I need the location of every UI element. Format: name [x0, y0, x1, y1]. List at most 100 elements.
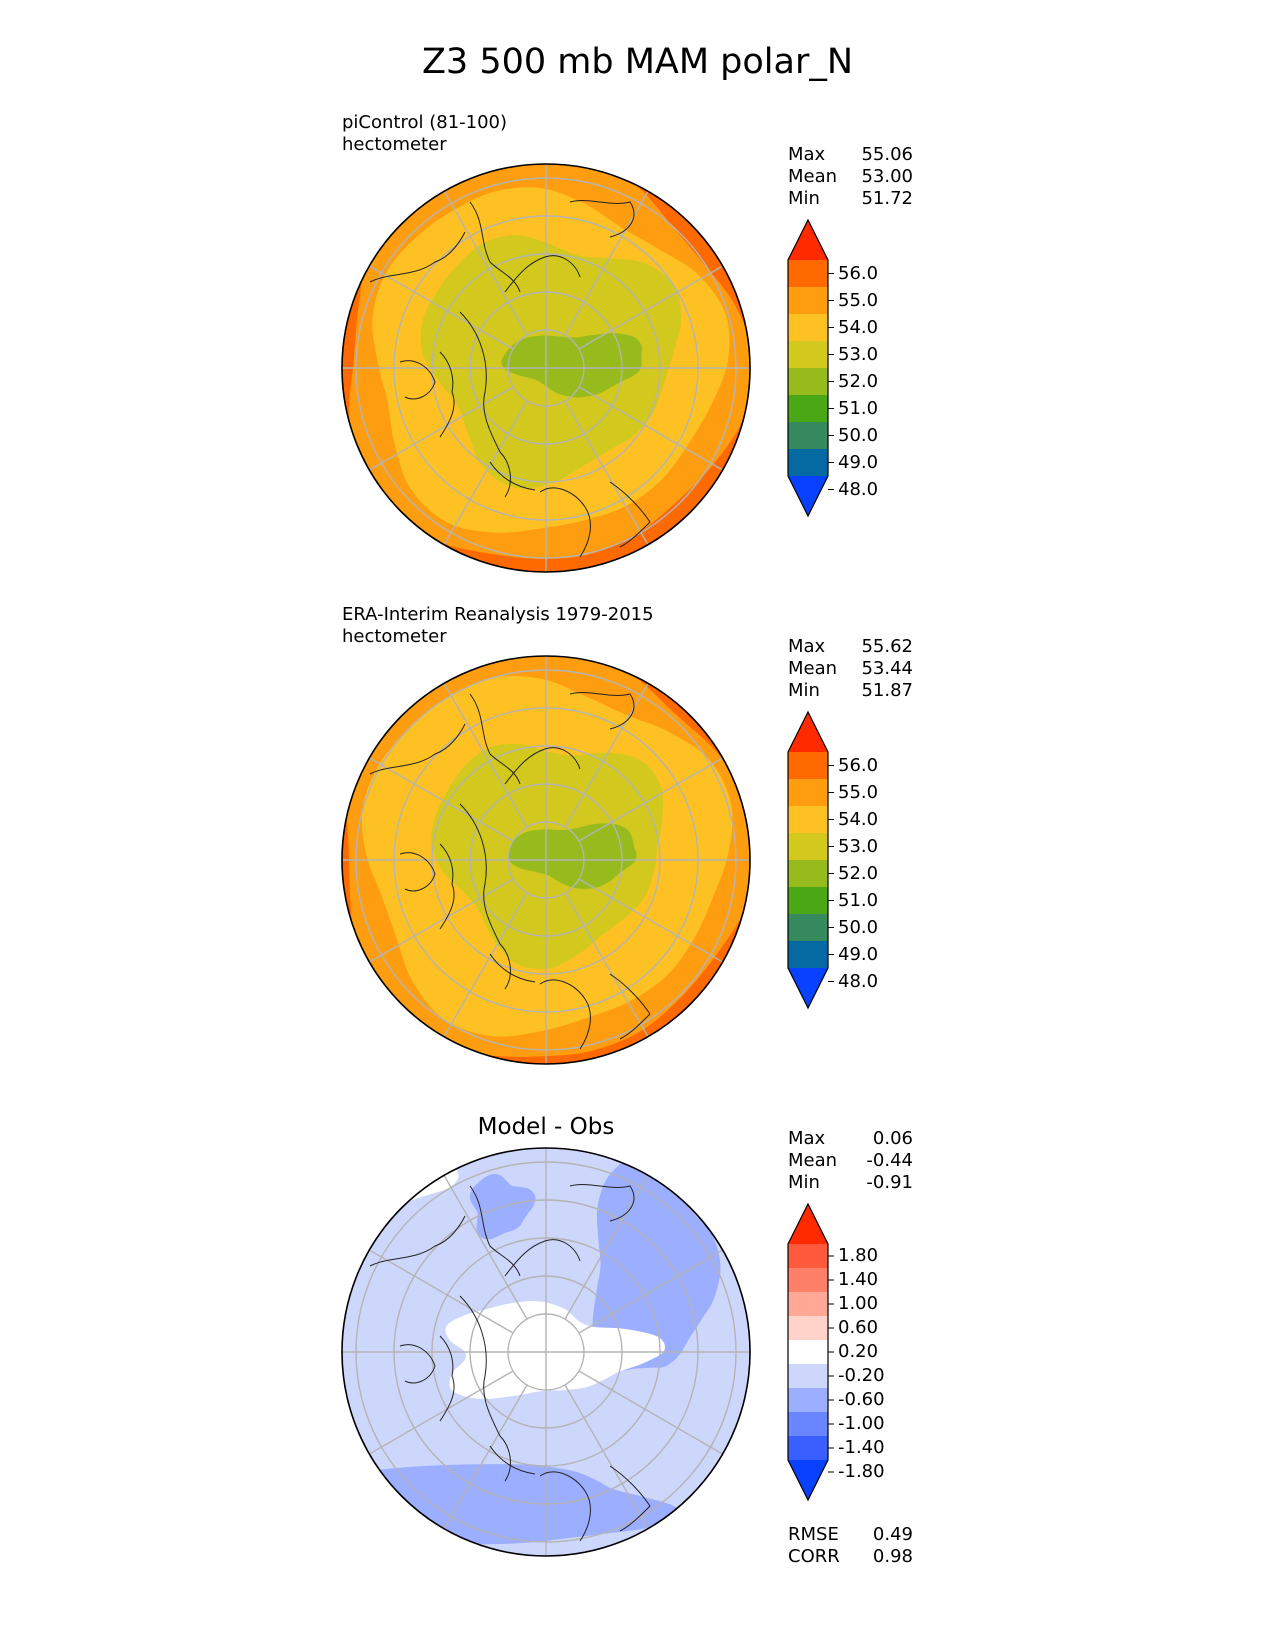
panel-2-min-label: Min: [788, 680, 820, 701]
colorbar-tick-label: 1.00: [838, 1293, 879, 1314]
panel-1-mean-value: 53.00: [861, 166, 913, 187]
panel-2-colorbar: [787, 710, 834, 1010]
colorbar-outline: [787, 710, 829, 1010]
map-boundary: [341, 163, 751, 573]
colorbar-bin: [788, 941, 828, 969]
colorbar-tick-label: 49.0: [838, 943, 879, 965]
panel-3-mean-label: Mean: [788, 1150, 838, 1171]
colorbar-bin: [788, 779, 828, 807]
colorbar-tick-label: 1.40: [838, 1269, 879, 1290]
colorbar-tick-label: 49.0: [838, 451, 879, 473]
colorbar-extend-min: [788, 968, 828, 1008]
panel-1-mean-label: Mean: [788, 166, 838, 187]
panel-1-min-label: Min: [788, 188, 820, 209]
panel-2-min-value: 51.87: [861, 680, 913, 701]
colorbar-tick-label: 1.80: [838, 1245, 879, 1266]
panel-2-mean-value: 53.44: [861, 658, 913, 679]
colorbar-extend-max: [788, 712, 828, 752]
colorbar-tick-label: 56.0: [838, 754, 879, 776]
colorbar-tick-label: 48.0: [838, 970, 879, 992]
colorbar-tick-label: 52.0: [838, 862, 879, 884]
colorbar-tick-label: 50.0: [838, 916, 879, 938]
colorbar-bin: [788, 449, 828, 477]
colorbar-outline: [787, 1202, 829, 1502]
colorbar-bin: [788, 314, 828, 342]
colorbar-bin: [788, 887, 828, 915]
colorbar-extend-max: [788, 1204, 828, 1244]
colorbar-bin: [788, 1388, 828, 1413]
panel-3-max-value: 0.06: [872, 1128, 913, 1149]
panel-2-mean-label: Mean: [788, 658, 838, 679]
colorbar-tick-label: 54.0: [838, 316, 879, 338]
panel-3-colorbar-ticks: 1.80 1.40 1.00 0.60 0.20 -0.20 -0.60 -1.00 -1.40…: [838, 1204, 918, 1500]
colorbar-bin: [788, 1436, 828, 1461]
panel-3-corr-label: CORR: [788, 1546, 840, 1567]
colorbar-tick-label: 52.0: [838, 370, 879, 392]
colorbar-bin: [788, 1364, 828, 1389]
map-boundary: [341, 1147, 751, 1557]
colorbar-bin: [788, 752, 828, 780]
contour-fill-neg-east: [592, 1148, 721, 1371]
panel-2-case-label: ERA-Interim Reanalysis 1979-2015: [342, 604, 654, 625]
panel-3-rmse-label: RMSE: [788, 1524, 839, 1545]
colorbar-tick-label: 51.0: [838, 889, 879, 911]
colorbar-tick-label: 56.0: [838, 262, 879, 284]
colorbar-bin: [788, 395, 828, 423]
panel-1-max-value: 55.06: [861, 144, 913, 165]
panel-3-min-value: -0.91: [866, 1172, 913, 1193]
coastlines: [369, 692, 651, 1050]
colorbar-bin: [788, 1316, 828, 1341]
panel-1-min-value: 51.72: [861, 188, 913, 209]
colorbar-tick-label: 51.0: [838, 397, 879, 419]
colorbar-bin: [788, 1244, 828, 1269]
colorbar-bin: [788, 914, 828, 942]
panel-1-units-label: hectometer: [342, 134, 447, 155]
colorbar-bin: [788, 1292, 828, 1317]
colorbar-extend-min: [788, 1460, 828, 1500]
panel-3-max-label: Max: [788, 1128, 826, 1149]
colorbar-tick-label: 55.0: [838, 781, 879, 803]
panel-1-polar-map: [341, 163, 751, 573]
colorbar-tick-label: -0.60: [838, 1389, 885, 1410]
graticule: [342, 656, 750, 1064]
colorbar-tick-label: 0.60: [838, 1317, 879, 1338]
colorbar-outline: [787, 218, 829, 518]
graticule: [342, 164, 750, 572]
panel-2-colorbar-ticks: 56.0 55.0 54.0 53.0 52.0 51.0 50.0 49.0 48.0: [838, 712, 918, 1008]
colorbar-bin: [788, 287, 828, 315]
colorbar-tick-label: -1.80: [838, 1461, 885, 1482]
map-boundary: [341, 655, 751, 1065]
colorbar-bin: [788, 341, 828, 369]
colorbar-bin: [788, 1340, 828, 1365]
panel-2-max-label: Max: [788, 636, 826, 657]
colorbar-extend-max: [788, 220, 828, 260]
coastlines: [369, 1184, 651, 1542]
panel-3-heading: Model - Obs: [477, 1114, 615, 1140]
colorbar-bin: [788, 260, 828, 288]
colorbar-bin: [788, 1412, 828, 1437]
colorbar-tick-label: -1.00: [838, 1413, 885, 1434]
colorbar-tick-label: 54.0: [838, 808, 879, 830]
panel-1-colorbar: [787, 218, 834, 518]
panel-2-max-value: 55.62: [861, 636, 913, 657]
colorbar-tick-label: 50.0: [838, 424, 879, 446]
colorbar-tick-label: 0.20: [838, 1341, 879, 1362]
figure-title: Z3 500 mb MAM polar_N: [421, 42, 854, 82]
colorbar-bin: [788, 833, 828, 861]
colorbar-tick-label: -0.20: [838, 1365, 885, 1386]
colorbar-extend-min: [788, 476, 828, 516]
panel-3-mean-value: -0.44: [866, 1150, 913, 1171]
panel-3-polar-map: [341, 1147, 751, 1557]
panel-3-corr-value: 0.98: [872, 1546, 913, 1567]
colorbar-bin: [788, 422, 828, 450]
contour-fill-4: [501, 333, 643, 398]
coastlines: [369, 200, 651, 558]
panel-2-units-label: hectometer: [342, 626, 447, 647]
panel-3-min-label: Min: [788, 1172, 820, 1193]
colorbar-bin: [788, 368, 828, 396]
panel-1-case-label: piControl (81-100): [342, 112, 508, 133]
panel-1-colorbar-ticks: 56.0 55.0 54.0 53.0 52.0 51.0 50.0 49.0 48.0: [838, 220, 918, 516]
graticule: [342, 1148, 750, 1556]
colorbar-tick-label: 55.0: [838, 289, 879, 311]
colorbar-bin: [788, 806, 828, 834]
